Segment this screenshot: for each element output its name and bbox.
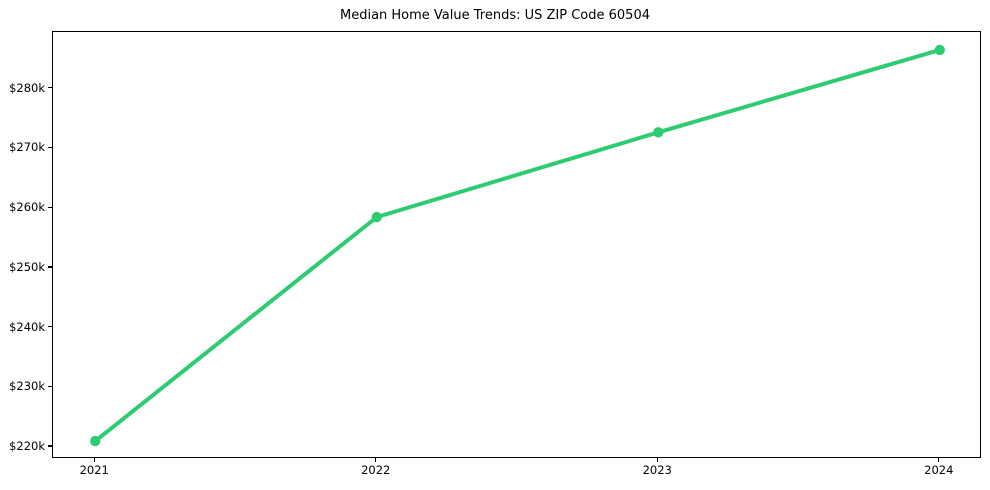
line-chart-svg xyxy=(90,44,945,447)
series-line-median-home-value xyxy=(93,47,942,444)
x-axis-tick-label: 2022 xyxy=(361,463,391,477)
y-axis-tick-label: $240k xyxy=(9,319,45,334)
series-markers xyxy=(90,44,945,447)
y-axis-tick-mark xyxy=(48,206,52,208)
x-axis-tick-mark xyxy=(93,458,95,462)
y-axis-tick-mark xyxy=(48,325,52,328)
y-axis-tick-label: $220k xyxy=(9,439,45,454)
series-data-point xyxy=(90,435,101,447)
plot-area xyxy=(52,31,981,458)
y-axis-tick-mark xyxy=(48,87,52,89)
y-axis-tick-labels: $220k $230k $240k $250k $260k $270k $280k xyxy=(0,0,45,490)
y-axis-tick-label: $270k xyxy=(9,140,45,155)
y-axis-tick-mark xyxy=(48,385,52,387)
x-axis-tick-label: 2023 xyxy=(642,463,672,477)
x-axis-tick-mark xyxy=(656,458,658,462)
chart-title: Median Home Value Trends: US ZIP Code 60… xyxy=(339,8,650,23)
series-data-point xyxy=(371,211,382,223)
y-axis-tick-mark xyxy=(48,445,52,447)
series-data-point xyxy=(934,44,945,56)
y-axis-tick-label: $250k xyxy=(9,259,45,274)
y-axis-tick-mark xyxy=(48,146,52,149)
x-axis-tick-label: 2024 xyxy=(924,463,954,477)
series-data-point xyxy=(653,127,664,138)
y-axis-tick-label: $260k xyxy=(9,200,45,215)
x-axis-tick-mark xyxy=(375,458,377,462)
y-axis-tick-label: $280k xyxy=(9,80,45,95)
x-axis-tick-label: 2021 xyxy=(79,463,109,477)
x-axis-tick-mark xyxy=(938,458,940,462)
y-axis-tick-mark xyxy=(48,266,52,268)
y-axis-tick-label: $230k xyxy=(9,379,45,394)
